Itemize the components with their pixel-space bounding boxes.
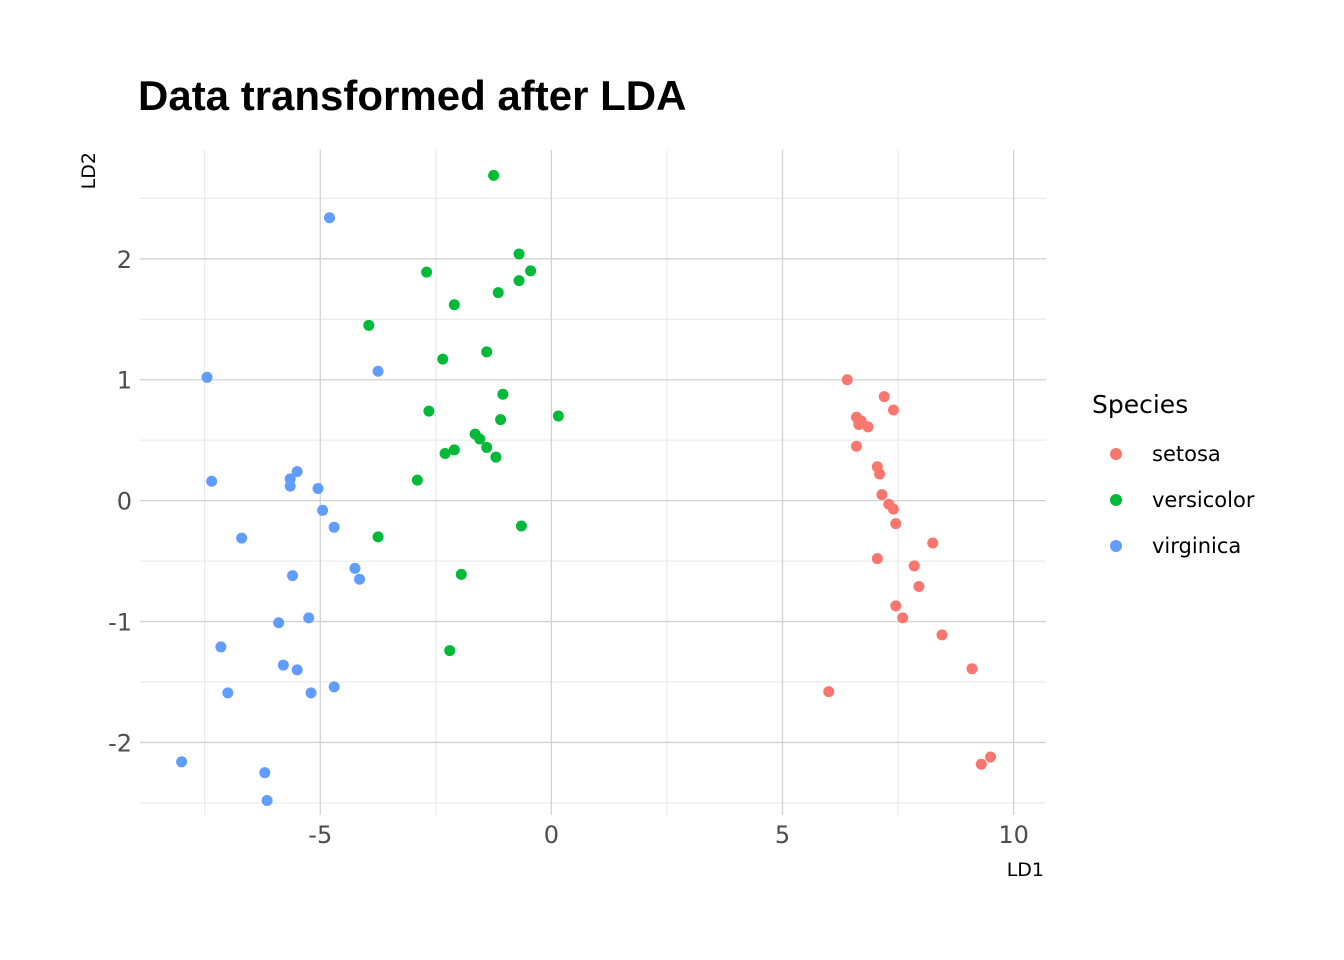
x-tick-label: 0	[544, 821, 559, 849]
point-versicolor	[513, 248, 525, 260]
point-setosa	[871, 553, 883, 565]
y-tick-label: 1	[117, 367, 132, 395]
point-virginica	[236, 532, 248, 544]
point-versicolor	[481, 346, 493, 358]
point-setosa	[853, 418, 865, 430]
point-virginica	[291, 664, 303, 676]
legend-label: versicolor	[1152, 488, 1255, 512]
grid-major	[140, 150, 1046, 815]
point-versicolor	[437, 353, 449, 365]
point-virginica	[303, 612, 315, 624]
y-tick-label: -1	[108, 609, 132, 637]
point-virginica	[284, 480, 296, 492]
point-setosa	[841, 374, 853, 386]
point-versicolor	[372, 531, 384, 543]
legend-item-setosa: setosa	[1092, 431, 1254, 477]
point-versicolor	[439, 447, 451, 459]
point-virginica	[261, 794, 273, 806]
y-tick-label: 0	[117, 488, 132, 516]
point-versicolor	[444, 645, 456, 657]
y-axis-ticks: -2 -1 0 1 2	[108, 246, 132, 758]
y-tick-label: -2	[108, 729, 132, 757]
point-virginica	[291, 466, 303, 478]
point-virginica	[328, 521, 340, 533]
point-virginica	[305, 687, 317, 699]
chart-title: Data transformed after LDA	[138, 72, 687, 119]
legend-dot-versicolor	[1110, 494, 1122, 506]
point-versicolor	[525, 265, 537, 277]
x-axis-title: LD1	[1007, 859, 1044, 881]
legend-item-versicolor: versicolor	[1092, 477, 1254, 523]
point-setosa	[966, 663, 978, 675]
point-versicolor	[363, 319, 375, 331]
point-setosa	[850, 440, 862, 452]
point-setosa	[874, 468, 886, 480]
point-virginica	[317, 504, 329, 516]
point-versicolor	[421, 266, 433, 278]
point-setosa	[878, 391, 890, 403]
point-setosa	[908, 560, 920, 572]
point-virginica	[328, 681, 340, 693]
legend: Species setosa versicolor virginica	[1092, 390, 1254, 569]
point-virginica	[215, 641, 227, 653]
point-virginica	[312, 483, 324, 495]
point-setosa	[913, 580, 925, 592]
point-virginica	[372, 365, 384, 377]
point-versicolor	[488, 169, 500, 181]
legend-dot-setosa	[1110, 448, 1122, 460]
point-versicolor	[448, 299, 460, 311]
point-setosa	[876, 489, 888, 501]
point-virginica	[222, 687, 234, 699]
point-versicolor	[492, 287, 504, 299]
point-versicolor	[481, 441, 493, 453]
point-versicolor	[513, 275, 525, 287]
point-virginica	[354, 573, 366, 585]
point-setosa	[887, 404, 899, 416]
point-versicolor	[455, 568, 467, 580]
legend-item-virginica: virginica	[1092, 523, 1254, 569]
point-setosa	[897, 612, 909, 624]
x-tick-label: 10	[998, 821, 1029, 849]
legend-title: Species	[1092, 390, 1189, 419]
point-setosa	[936, 629, 948, 641]
point-setosa	[890, 600, 902, 612]
point-virginica	[206, 475, 218, 487]
x-tick-label: 5	[775, 821, 790, 849]
point-versicolor	[490, 451, 502, 463]
point-versicolor	[423, 405, 435, 417]
point-setosa	[927, 537, 939, 549]
point-setosa	[890, 518, 902, 530]
point-setosa	[887, 503, 899, 515]
point-virginica	[176, 756, 188, 768]
point-versicolor	[515, 520, 527, 532]
point-setosa	[985, 751, 997, 763]
point-versicolor	[411, 474, 423, 486]
legend-label: virginica	[1152, 534, 1242, 558]
point-setosa	[823, 686, 835, 698]
point-versicolor	[448, 444, 460, 456]
legend-items: setosa versicolor virginica	[1092, 431, 1254, 569]
x-tick-label: -5	[308, 821, 332, 849]
point-setosa	[975, 758, 987, 770]
point-virginica	[273, 617, 285, 629]
x-axis-ticks: -5 0 5 10	[308, 821, 1029, 849]
data-points	[176, 169, 997, 806]
point-virginica	[324, 212, 336, 224]
y-tick-label: 2	[117, 246, 132, 274]
point-virginica	[277, 659, 289, 671]
point-setosa	[862, 421, 874, 433]
legend-dot-virginica	[1110, 540, 1122, 552]
point-virginica	[287, 570, 299, 582]
point-virginica	[201, 371, 213, 383]
legend-label: setosa	[1152, 442, 1221, 466]
point-versicolor	[552, 410, 564, 422]
point-virginica	[349, 562, 361, 574]
point-versicolor	[495, 414, 507, 426]
y-axis-title: LD2	[78, 152, 100, 189]
point-virginica	[259, 767, 271, 779]
point-versicolor	[497, 388, 509, 400]
grid-minor	[140, 150, 1046, 815]
point-versicolor	[474, 433, 486, 445]
